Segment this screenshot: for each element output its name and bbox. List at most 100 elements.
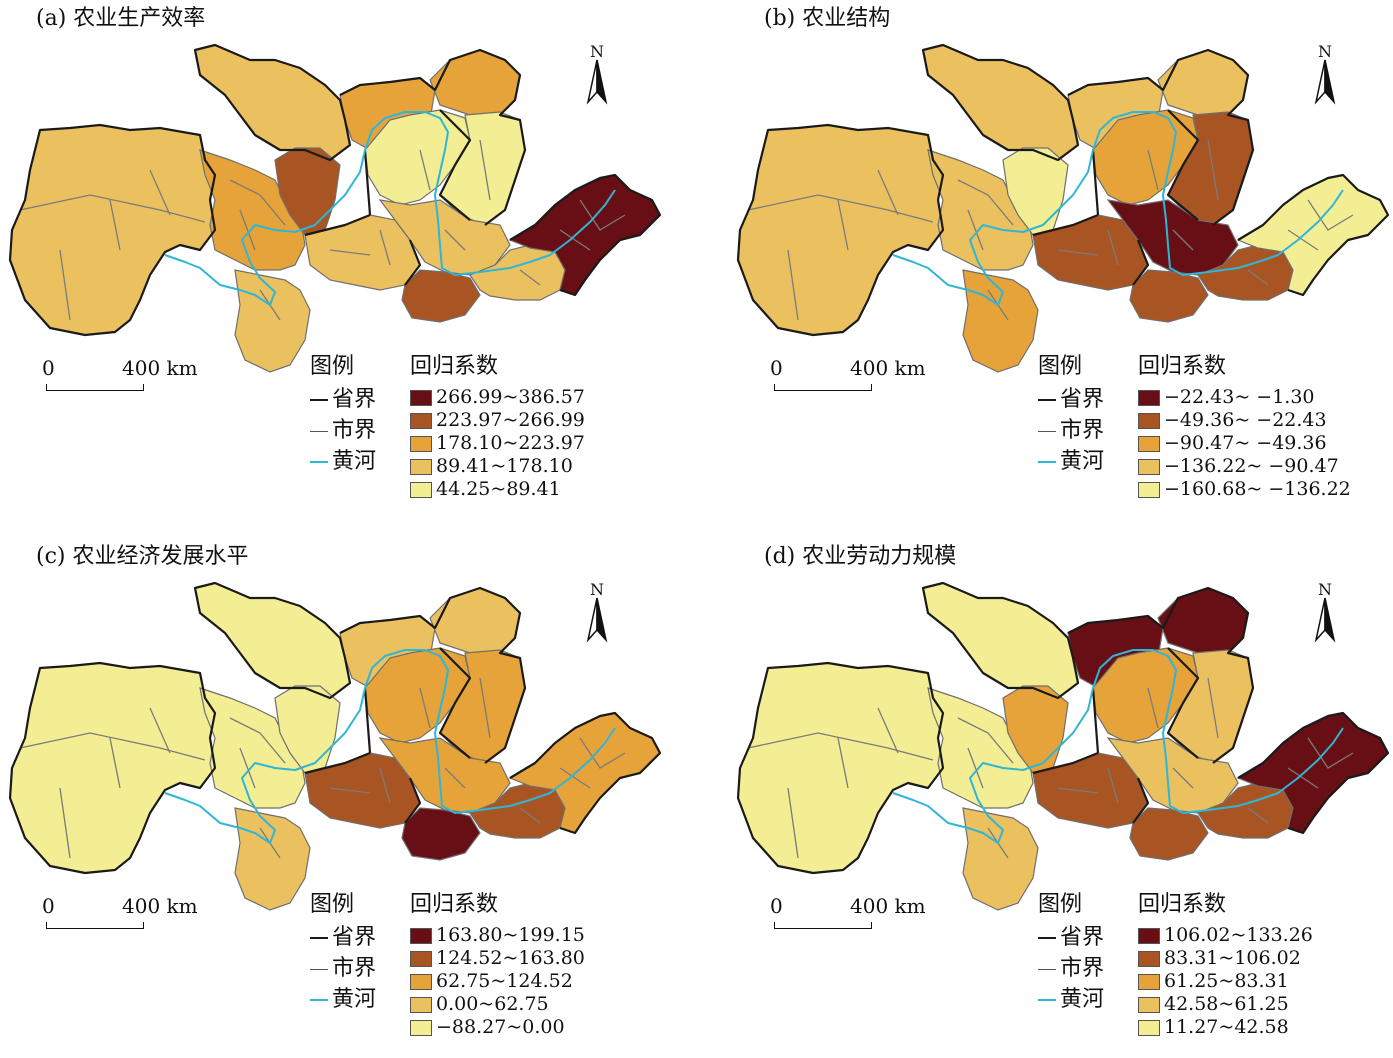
class-label: 266.99~386.57 xyxy=(436,386,585,408)
scale-zero: 0 xyxy=(42,894,55,918)
region-qinghai xyxy=(737,124,944,336)
map-svg xyxy=(8,43,662,373)
province-line-swatch xyxy=(310,937,328,939)
map-svg xyxy=(8,581,662,911)
river-line-swatch xyxy=(310,461,328,463)
class-item: −49.36~ −22.43 xyxy=(1138,409,1351,432)
class-item: 163.80~199.15 xyxy=(410,924,585,947)
class-item: −88.27~0.00 xyxy=(410,1016,585,1039)
class-label: −90.47~ −49.36 xyxy=(1164,432,1327,454)
panel-title: (c) 农业经济发展水平 xyxy=(36,544,249,569)
class-label: −160.68~ −136.22 xyxy=(1164,478,1351,500)
region-gansu-west xyxy=(194,44,351,161)
region-gansu-west xyxy=(922,44,1079,161)
class-item: −136.22~ −90.47 xyxy=(1138,455,1351,478)
class-swatch xyxy=(410,482,432,498)
class-item: 124.52~163.80 xyxy=(410,947,585,970)
city-line-swatch xyxy=(1038,430,1056,432)
legend-city-label: 市界 xyxy=(332,418,377,443)
class-swatch xyxy=(1138,1020,1160,1036)
legend-title: 图例 xyxy=(310,354,355,379)
class-swatch xyxy=(1138,951,1160,967)
province-boundaries xyxy=(736,43,1390,337)
class-swatch xyxy=(410,974,432,990)
class-label: 89.41~178.10 xyxy=(436,455,573,477)
region-ningxia xyxy=(274,685,341,774)
map-panel-d: (d) 农业劳动力规模 N xyxy=(728,538,1393,1058)
class-swatch xyxy=(1138,482,1160,498)
region-gansu-south xyxy=(962,269,1039,373)
line-legend: 图例 省界 市界 黄河 xyxy=(1038,348,1104,477)
scale-zero: 0 xyxy=(770,894,783,918)
map-panel-c: (c) 农业经济发展水平 N xyxy=(0,538,696,1058)
legend-city-label: 市界 xyxy=(1060,418,1105,443)
province-line-swatch xyxy=(1038,937,1056,939)
class-swatch xyxy=(1138,413,1160,429)
legend-title: 图例 xyxy=(310,892,355,917)
class-label: 106.02~133.26 xyxy=(1164,924,1313,946)
class-legend-title: 回归系数 xyxy=(410,892,499,917)
class-legend: 回归系数 163.80~199.15 124.52~163.80 62.75~1… xyxy=(410,886,585,1039)
province-boundaries xyxy=(8,581,662,875)
class-swatch xyxy=(1138,997,1160,1013)
city-line-swatch xyxy=(310,968,328,970)
class-label: −22.43~ −1.30 xyxy=(1164,386,1315,408)
yellow-river xyxy=(892,649,1344,844)
legend-province-label: 省界 xyxy=(332,387,377,412)
scale-bar: 0 400 km xyxy=(42,356,198,396)
river-line-swatch xyxy=(1038,999,1056,1001)
legend-river-item: 黄河 xyxy=(1038,984,1104,1015)
class-item: 0.00~62.75 xyxy=(410,993,585,1016)
legend-city-label: 市界 xyxy=(1060,956,1105,981)
class-label: 61.25~83.31 xyxy=(1164,970,1289,992)
class-swatch xyxy=(1138,974,1160,990)
region-henan-west xyxy=(1129,807,1209,861)
legend-title: 图例 xyxy=(1038,892,1083,917)
north-arrow: N xyxy=(582,580,612,646)
legend-province-label: 省界 xyxy=(1060,387,1105,412)
class-label: 163.80~199.15 xyxy=(436,924,585,946)
region-gansu-south xyxy=(234,807,311,911)
class-swatch xyxy=(410,928,432,944)
class-legend: 回归系数 106.02~133.26 83.31~106.02 61.25~83… xyxy=(1138,886,1313,1039)
panel-title: (b) 农业结构 xyxy=(764,6,891,31)
region-inner-mongolia-east xyxy=(1157,587,1249,654)
legend-province-item: 省界 xyxy=(310,922,376,953)
region-ningxia xyxy=(1002,147,1069,236)
scale-label: 400 km xyxy=(122,356,198,380)
line-legend: 图例 省界 市界 黄河 xyxy=(310,348,376,477)
line-legend: 图例 省界 市界 黄河 xyxy=(1038,886,1104,1015)
class-label: 83.31~106.02 xyxy=(1164,947,1301,969)
class-label: −49.36~ −22.43 xyxy=(1164,409,1327,431)
line-legend: 图例 省界 市界 黄河 xyxy=(310,886,376,1015)
class-label: 11.27~42.58 xyxy=(1164,1016,1289,1038)
north-label: N xyxy=(590,580,604,599)
scale-bar-line xyxy=(774,922,872,929)
city-line-swatch xyxy=(310,430,328,432)
city-line-swatch xyxy=(1038,968,1056,970)
class-item: 44.25~89.41 xyxy=(410,478,585,501)
legend-province-label: 省界 xyxy=(332,925,377,950)
class-label: 44.25~89.41 xyxy=(436,478,561,500)
class-item: 266.99~386.57 xyxy=(410,386,585,409)
region-inner-mongolia-east xyxy=(1157,49,1249,116)
class-item: −22.43~ −1.30 xyxy=(1138,386,1351,409)
map-svg xyxy=(736,43,1390,373)
class-swatch xyxy=(1138,928,1160,944)
class-item: 42.58~61.25 xyxy=(1138,993,1313,1016)
region-ningxia xyxy=(1002,685,1069,774)
scale-bar: 0 400 km xyxy=(770,356,926,396)
region-inner-mongolia-east xyxy=(429,49,521,116)
class-swatch xyxy=(410,436,432,452)
yellow-river xyxy=(892,111,1344,306)
north-arrow-icon xyxy=(1314,597,1336,643)
legend-river-label: 黄河 xyxy=(1060,449,1105,474)
class-swatch xyxy=(1138,436,1160,452)
legend-city-item: 市界 xyxy=(1038,415,1104,446)
north-arrow-icon xyxy=(586,597,608,643)
class-label: 42.58~61.25 xyxy=(1164,993,1289,1015)
scale-bar-line xyxy=(46,922,144,929)
region-henan-west xyxy=(401,269,481,323)
scale-bar: 0 400 km xyxy=(42,894,198,934)
scale-bar-line xyxy=(46,384,144,391)
